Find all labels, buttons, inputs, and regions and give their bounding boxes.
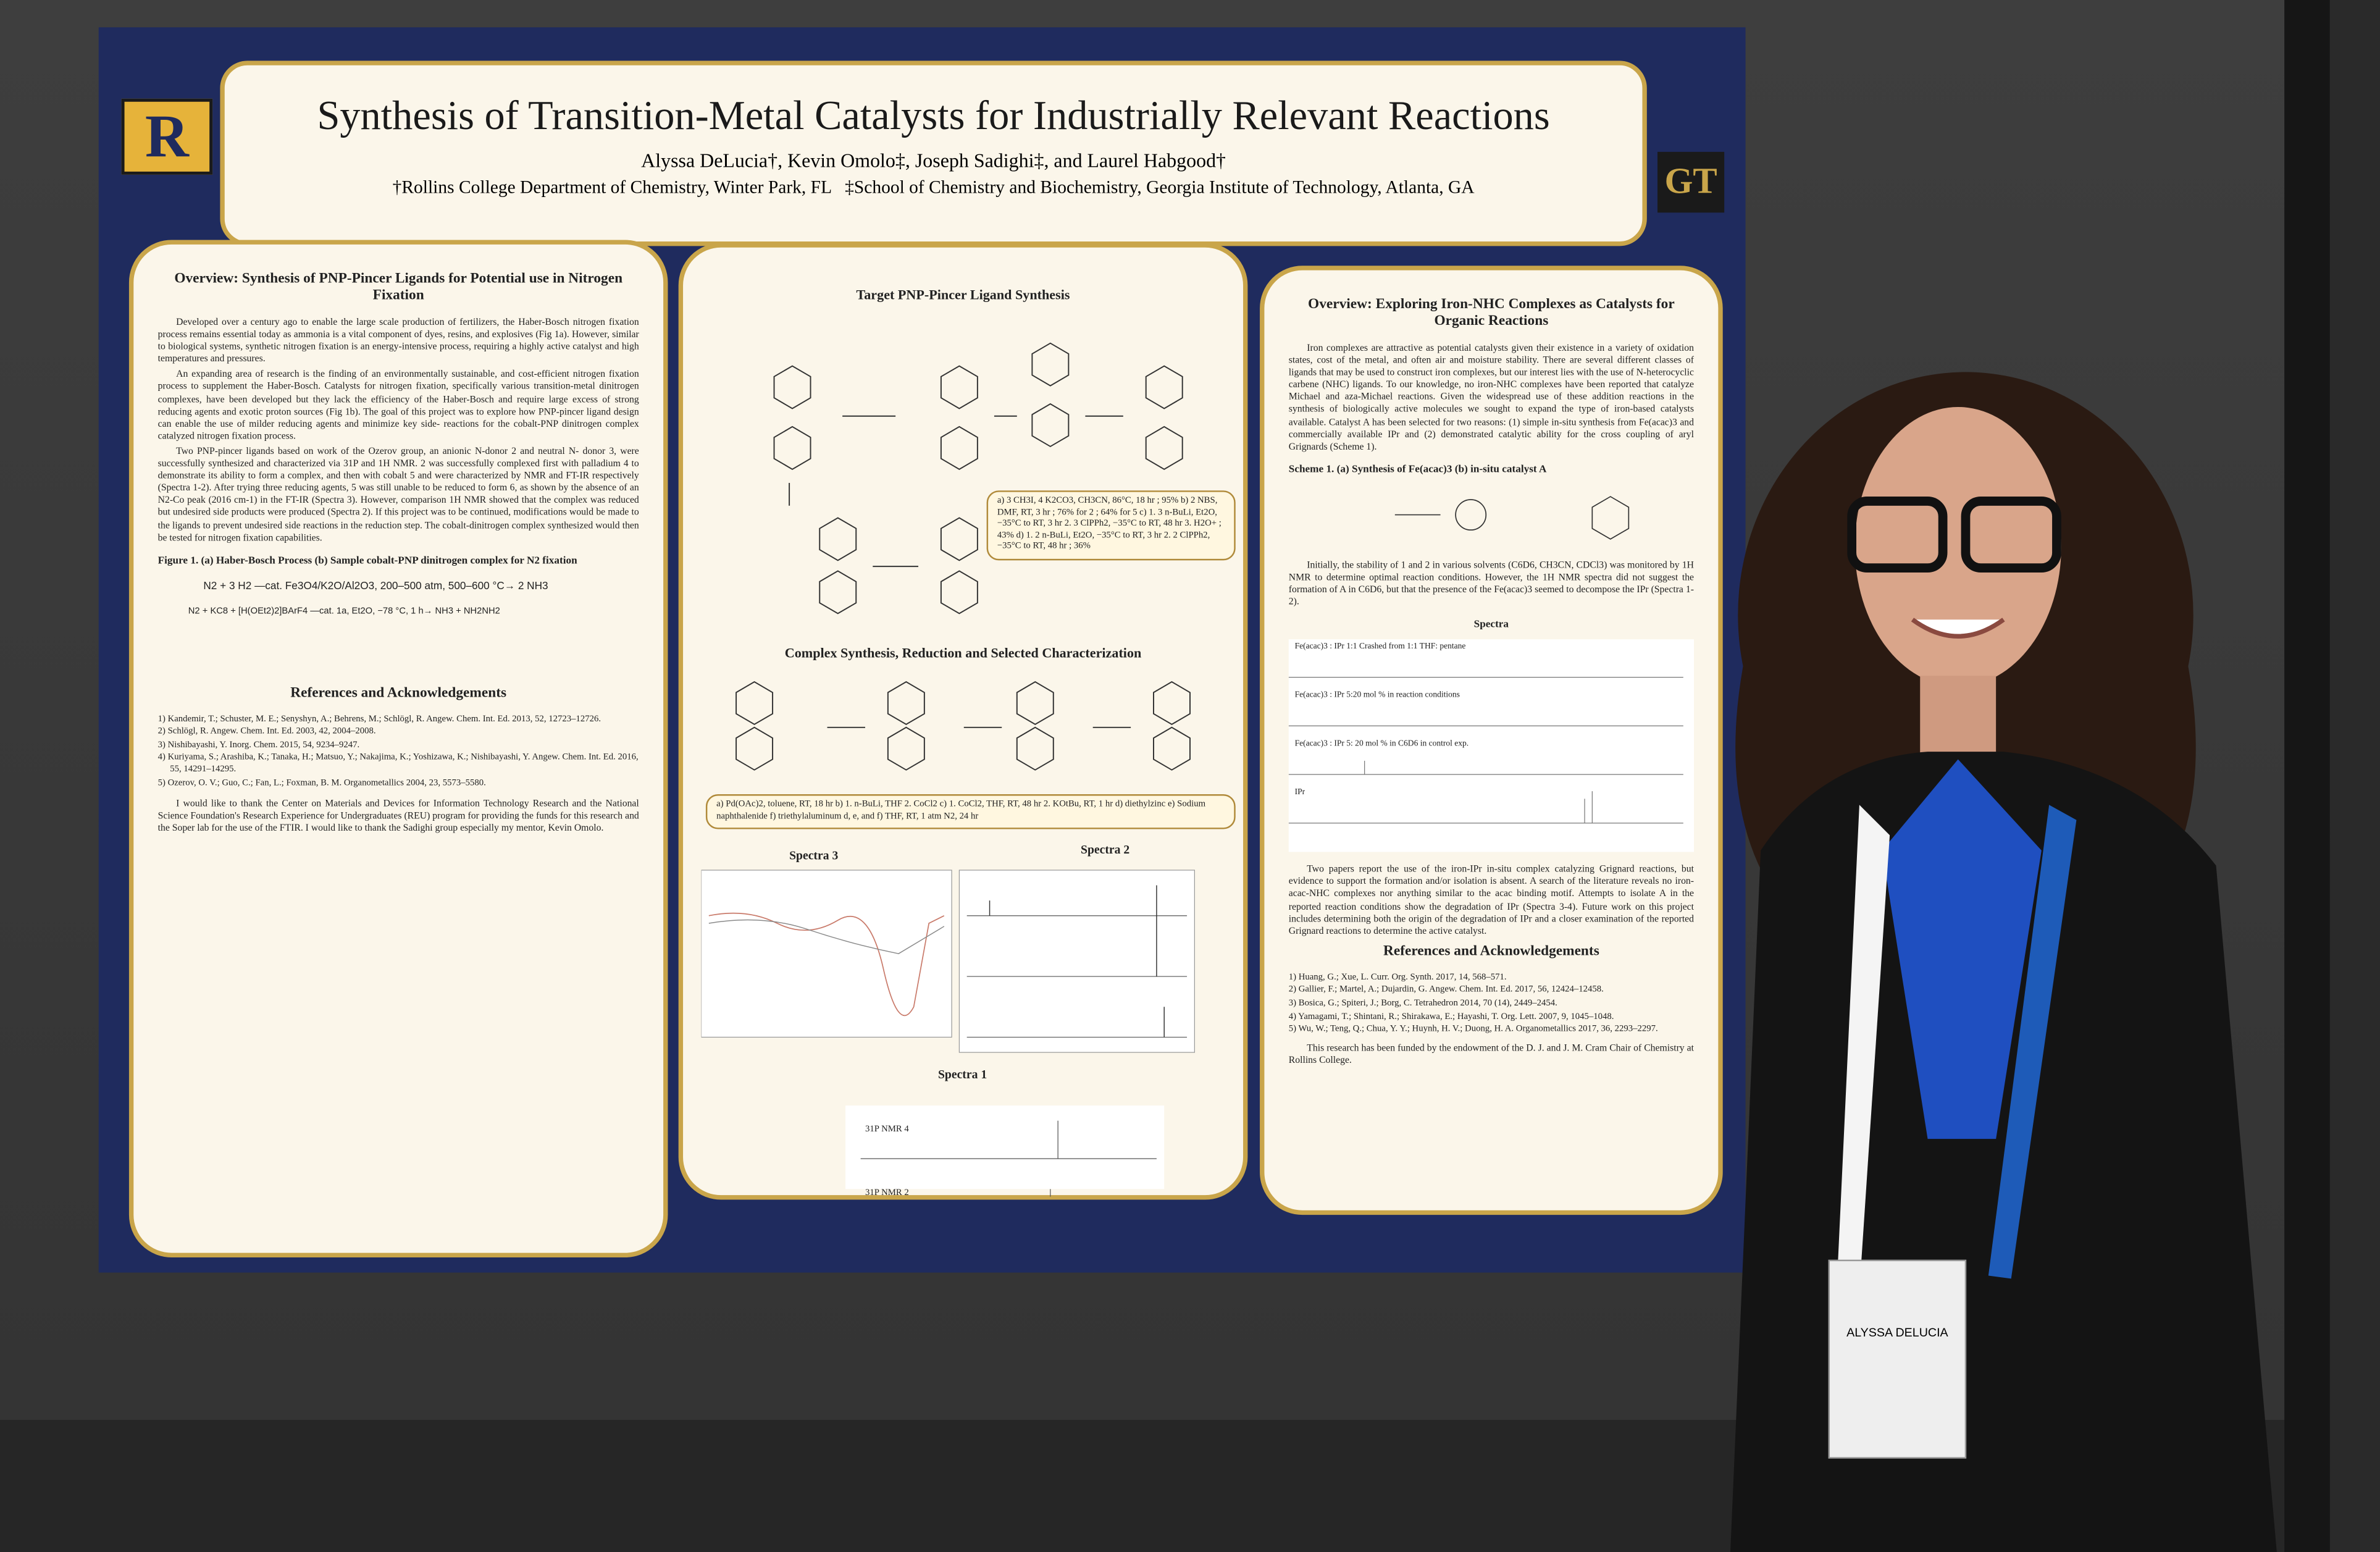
ligand-scheme (773, 342, 1183, 615)
spectrum-label: Fe(acac)3 : IPr 5:20 mol % in reaction c… (1294, 691, 1460, 701)
scheme-caption: Scheme 1. (a) Synthesis of Fe(acac)3 (b)… (1288, 463, 1547, 476)
poster: R GT Synthesis of Transition-Metal Catal… (98, 27, 1746, 1273)
spectrum-label: 31P NMR 4 (865, 1125, 909, 1135)
funding: This research has been funded by the end… (1288, 1042, 1695, 1066)
spectra-traces (1288, 677, 1683, 824)
acknowledgement: I would like to thank the Center on Mate… (157, 799, 639, 835)
person: ALYSSA DELUCIA (1730, 372, 2277, 1552)
affiliations: †Rollins College Department of Chemistry… (392, 176, 1475, 198)
badge (1828, 1259, 1967, 1459)
reference: 2) Schlögl, R. Angew. Chem. Int. Ed. 200… (157, 728, 376, 737)
spectra-title: Spectra 2 (1081, 842, 1130, 857)
spectra-title: Spectra 1 (937, 1067, 987, 1081)
spectrum-label: Fe(acac)3 : IPr 5: 20 mol % in C6D6 in c… (1294, 740, 1469, 749)
paragraph: Two PNP-pincer ligands based on work of … (157, 446, 639, 543)
spectra-plots (701, 870, 1195, 1197)
authors: Alyssa DeLucia†, Kevin Omolo‡, Joseph Sa… (641, 148, 1226, 172)
spectrum-label: IPr (1294, 788, 1305, 798)
glasses (1961, 497, 2061, 573)
right-panel: Overview: Exploring Iron-NHC Complexes a… (1260, 266, 1723, 1215)
paragraph: Iron complexes are attractive as potenti… (1288, 343, 1695, 453)
section-heading: References and Acknowledgements (1383, 944, 1599, 960)
logo-r: R (121, 98, 213, 175)
paragraph: An expanding area of research is the fin… (157, 369, 639, 442)
reference: 3) Bosica, G.; Spiteri, J.; Borg, C. Tet… (1288, 999, 1557, 1009)
badge-name: ALYSSA DELUCIA (1846, 1326, 1948, 1340)
section-heading: Complex Synthesis, Reduction and Selecte… (784, 645, 1142, 661)
spectrum-label: Fe(acac)3 : IPr 1:1 Crashed from 1:1 THF… (1294, 642, 1466, 652)
reference: 4) Yamagami, T.; Shintani, R.; Shirakawa… (1288, 1012, 1614, 1021)
section-heading: References and Acknowledgements (290, 686, 507, 702)
spectrum-label: 31P NMR 2 (865, 1189, 909, 1199)
logo-gt: GT (1657, 151, 1725, 213)
title-box: Synthesis of Transition-Metal Catalysts … (220, 61, 1647, 246)
reference: 5) Wu, W.; Teng, Q.; Chua, Y. Y.; Huynh,… (1288, 1025, 1658, 1034)
complex-scheme (735, 681, 1191, 771)
equation: N2 + 3 H2 —cat. Fe3O4/K2O/Al2O3, 200–500… (203, 581, 548, 592)
paragraph: Two papers report the use of the iron-IP… (1288, 864, 1695, 937)
section-heading: Overview: Synthesis of PNP-Pincer Ligand… (174, 272, 623, 304)
reference: 3) Nishibayashi, Y. Inorg. Chem. 2015, 5… (157, 740, 360, 750)
conditions: a) Pd(OAc)2, toluene, RT, 18 hr b) 1. n-… (705, 794, 1236, 829)
face (1854, 406, 2061, 687)
reference: 5) Ozerov, O. V.; Guo, C.; Fan, L.; Foxm… (157, 778, 486, 788)
reference: 1) Kandemir, T.; Schuster, M. E.; Senysh… (157, 715, 601, 724)
paragraph: Initially, the stability of 1 and 2 in v… (1288, 560, 1695, 608)
lanyard (1837, 805, 1890, 1291)
paragraph: Developed over a century ago to enable t… (157, 317, 639, 365)
spectra-plot: Fe(acac)3 : IPr 1:1 Crashed from 1:1 THF… (1288, 639, 1695, 852)
figure-caption: Figure 1. (a) Haber-Bosch Process (b) Sa… (157, 553, 577, 566)
section-heading: Target PNP-Pincer Ligand Synthesis (856, 287, 1070, 303)
poster-title: Synthesis of Transition-Metal Catalysts … (317, 92, 1550, 138)
reference: 1) Huang, G.; Xue, L. Curr. Org. Synth. … (1288, 973, 1507, 983)
equation: N2 + KC8 + [H(OEt2)2]BArF4 —cat. 1a, Et2… (188, 606, 500, 616)
left-panel: Overview: Synthesis of PNP-Pincer Ligand… (128, 240, 668, 1257)
middle-panel: Target PNP-Pincer Ligand Synthesis a) 3 … (678, 243, 1248, 1200)
reference: 4) Kuriyama, S.; Arashiba, K.; Tanaka, H… (157, 753, 639, 775)
pole (2284, 0, 2330, 1552)
shirt (1882, 759, 2042, 1139)
reference: 2) Gallier, F.; Martel, A.; Dujardin, G.… (1288, 986, 1604, 996)
backdrop (2329, 0, 2380, 1552)
smile (1911, 618, 2005, 639)
glasses (1847, 497, 1948, 573)
section-heading: Overview: Exploring Iron-NHC Complexes a… (1308, 297, 1675, 330)
spectra-title: Spectra (1473, 618, 1509, 631)
conditions: a) 3 CH3I, 4 K2CO3, CH3CN, 86°C, 18 hr ;… (986, 490, 1236, 560)
scheme (1394, 495, 1630, 540)
spectra-title: Spectra 3 (789, 849, 839, 863)
lanyard (1988, 805, 2077, 1279)
